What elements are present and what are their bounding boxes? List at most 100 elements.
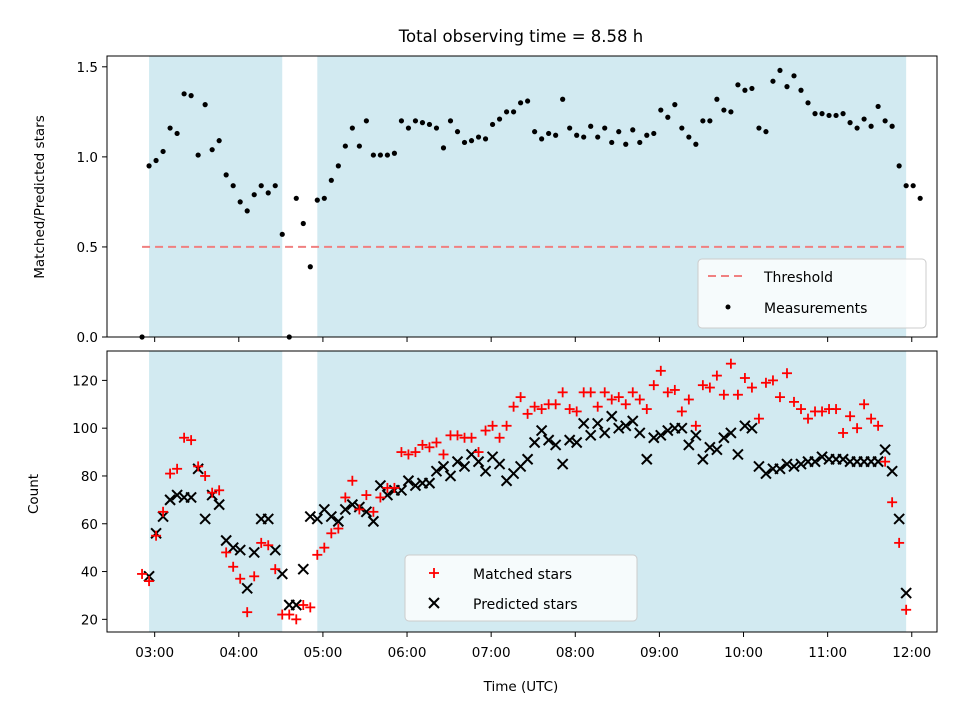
measurement-point — [328, 177, 334, 183]
matched-star-marker — [522, 408, 533, 419]
measurement-point — [370, 152, 376, 158]
matched-star-marker — [739, 373, 750, 384]
measurement-point — [553, 132, 559, 138]
measurement-point — [840, 111, 846, 117]
predicted-star-marker — [423, 477, 436, 489]
matched-star-marker — [256, 537, 267, 548]
x-tick-label: 08:00 — [556, 645, 595, 661]
ratio-legend: Threshold Measurements — [697, 258, 927, 329]
predicted-star-marker — [676, 422, 688, 434]
measurement-point — [174, 130, 180, 137]
matched-star-marker — [361, 490, 372, 501]
legend-threshold-label: Threshold — [763, 270, 833, 286]
measurement-point — [251, 192, 257, 198]
measurement-point — [623, 141, 629, 147]
matched-star-marker — [452, 430, 463, 441]
matched-star-marker — [158, 506, 169, 517]
matched-star-marker — [144, 576, 155, 587]
predicted-star-marker — [409, 479, 422, 492]
matched-star-marker — [403, 449, 414, 460]
measurement-point — [868, 123, 874, 129]
matched-star-marker — [760, 377, 771, 388]
legend-measurements-label: Measurements — [764, 301, 867, 317]
matched-star-marker — [424, 442, 435, 453]
measurement-point — [714, 96, 720, 102]
matched-star-marker — [662, 387, 673, 398]
matched-star-marker — [165, 468, 176, 479]
matched-star-marker — [284, 609, 295, 620]
measurement-point — [539, 136, 545, 142]
matched-star-marker — [270, 564, 281, 575]
matched-star-marker — [711, 370, 722, 381]
measurement-point — [588, 123, 594, 129]
measurement-point — [293, 195, 299, 201]
matched-star-marker — [473, 447, 484, 458]
matched-star-marker — [291, 614, 302, 625]
predicted-star-marker — [493, 458, 506, 470]
matched-star-marker — [592, 401, 603, 412]
predicted-star-marker — [528, 436, 541, 449]
measurement-point — [525, 98, 531, 104]
measurement-point — [560, 96, 566, 102]
measurement-point — [707, 118, 713, 124]
predicted-star-marker — [241, 582, 253, 594]
predicted-star-marker — [746, 422, 758, 434]
measurement-point — [686, 134, 692, 140]
measurement-point — [574, 132, 580, 138]
predicted-star-marker — [164, 494, 176, 506]
measurement-point — [770, 78, 776, 84]
count-y-tick-label: 20 — [81, 612, 98, 628]
matched-star-marker — [207, 487, 218, 498]
predicted-star-marker — [563, 434, 576, 446]
predicted-star-marker — [872, 455, 884, 468]
predicted-star-marker — [718, 432, 730, 444]
measurement-point — [602, 125, 608, 131]
matched-star-marker — [718, 389, 729, 400]
measurement-point — [384, 152, 391, 158]
legend-measurements-swatch — [725, 304, 731, 310]
x-tick-label: 06:00 — [388, 645, 427, 661]
measurement-point — [482, 136, 489, 142]
matched-star-marker — [410, 447, 421, 458]
count-axis-ticks: 20 40 60 80 100 120 03:00 04:00 05:00 06:00 07:00 0… — [72, 373, 931, 661]
predicted-star-marker — [437, 460, 450, 473]
measurement-point — [454, 129, 461, 135]
ratio-y-axis-label: Matched/Predicted stars — [32, 115, 48, 278]
measurement-point — [279, 231, 285, 237]
predicted-star-marker — [234, 544, 246, 556]
measurement-point — [146, 163, 152, 169]
measurement-point — [693, 141, 699, 147]
measurement-point — [489, 121, 496, 128]
matched-star-marker — [781, 368, 792, 379]
matched-star-marker — [326, 528, 337, 539]
x-tick-label: 10:00 — [724, 645, 763, 661]
matched-star-marker — [606, 394, 617, 405]
predicted-star-marker — [332, 515, 345, 528]
measurement-point — [349, 125, 355, 131]
measurement-point — [398, 118, 405, 124]
measurement-point — [363, 118, 369, 124]
matched-star-marker — [873, 420, 884, 431]
matched-star-marker — [151, 530, 162, 541]
count-y-tick-label: 40 — [81, 565, 98, 581]
measurement-point — [314, 197, 320, 203]
measurement-point — [440, 145, 447, 151]
matched-star-marker — [179, 432, 190, 443]
ratio-y-tick-label: 0.0 — [77, 330, 98, 346]
predicted-star-marker — [171, 489, 183, 501]
measurement-point — [784, 84, 790, 90]
count-y-tick-label: 120 — [72, 373, 98, 389]
matched-star-marker — [901, 604, 912, 615]
predicted-star-marker — [774, 463, 786, 475]
count-plot-frame — [106, 350, 938, 633]
predicted-star-marker — [381, 489, 394, 501]
measurement-point — [609, 139, 615, 146]
matched-star-marker — [676, 406, 687, 417]
legend-matched-label: Matched stars — [473, 567, 572, 583]
matched-star-marker — [796, 404, 807, 415]
legend-matched-swatch — [429, 568, 439, 578]
measurement-point — [581, 134, 587, 140]
measurement-point — [749, 85, 755, 92]
predicted-star-marker — [444, 470, 457, 482]
ratio-y-tick-label: 1.0 — [77, 150, 98, 166]
